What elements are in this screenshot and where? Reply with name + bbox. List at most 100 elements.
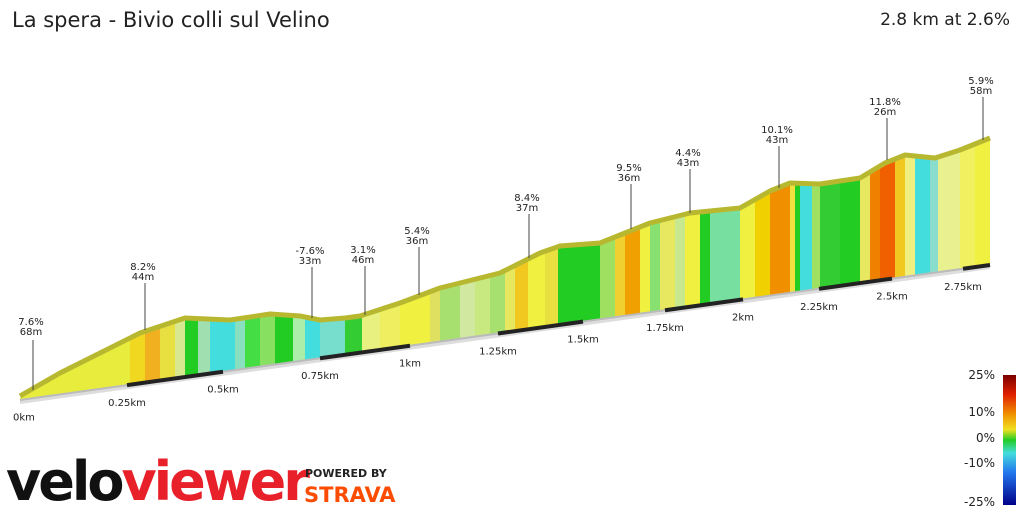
annotation-length: 36m (618, 173, 640, 184)
logo-velo: velo (6, 450, 122, 512)
gradient-strip (130, 140, 146, 400)
annotation-length: 36m (406, 236, 428, 247)
distance-label: 1.25km (479, 346, 517, 357)
annotation-grade: 3.1% (350, 245, 375, 256)
annotation-length: 46m (352, 255, 374, 266)
gradient-strip (460, 140, 476, 400)
gradient-strip (380, 140, 401, 400)
gradient-strip (795, 140, 801, 400)
annotation-grade: 4.4% (675, 148, 700, 159)
gradient-strip (475, 140, 491, 400)
gradient-strip (905, 140, 916, 400)
legend-label: -25% (964, 495, 995, 509)
gradient-strip (840, 140, 861, 400)
logo: veloviewer (6, 450, 310, 512)
gradient-strip (600, 140, 616, 400)
annotation-length: 58m (970, 86, 992, 97)
gradient-strip (20, 140, 131, 400)
gradient-strip (812, 140, 821, 400)
distance-label: 2.25km (800, 302, 838, 313)
gradient-strip (625, 140, 641, 400)
annotation-grade: 11.8% (869, 97, 901, 108)
distance-bar (497, 319, 584, 336)
gradient-strip (800, 140, 813, 400)
gradient-strip (490, 140, 506, 400)
labels: 0km 0.25km 0.5km 0.75km 1km 1.25km 1.5km 1.75km… (13, 76, 995, 509)
gradient-strip (175, 140, 186, 400)
gradient-strip (880, 140, 896, 400)
gradient-strip (545, 140, 559, 400)
distance-label: 2.75km (944, 282, 982, 293)
elevation-profile (18, 135, 991, 404)
distance-label: 2km (732, 312, 754, 323)
gradient-strip (260, 140, 276, 400)
legend-label: 0% (976, 431, 995, 445)
gradient-strip (145, 140, 161, 400)
gradient-strips (20, 140, 990, 400)
distance-label: 1km (399, 359, 421, 370)
legend-label: 25% (968, 368, 995, 382)
annotation-grade: 5.9% (968, 76, 993, 87)
gradient-strip (930, 140, 939, 400)
distance-label: 2.5km (876, 292, 907, 303)
gradient-strip (710, 140, 741, 400)
annotation-grade: 8.4% (514, 193, 539, 204)
gradient-strip (185, 140, 199, 400)
distance-label: 0.75km (301, 371, 339, 382)
annotation-grade: 8.2% (130, 262, 155, 273)
distance-bar (962, 263, 991, 271)
distance-label: 0.5km (207, 385, 238, 396)
annotation-length: 26m (874, 107, 896, 118)
annotation-length: 37m (516, 203, 538, 214)
gradient-strip (400, 140, 431, 400)
annotation-grade: 10.1% (761, 125, 793, 136)
distance-label: 1.75km (646, 323, 684, 334)
gradient-strip (790, 140, 796, 400)
distance-label: 0.25km (108, 398, 146, 409)
legend-label: -10% (964, 456, 995, 470)
annotation-grade: 5.4% (404, 226, 429, 237)
gradient-strip (650, 140, 661, 400)
summary: 2.8 km at 2.6% (880, 10, 1010, 30)
top-surface (18, 135, 991, 399)
gradient-strip (640, 140, 651, 400)
gradient-strip (870, 140, 881, 400)
logo-viewer: viewer (121, 450, 310, 512)
annotation-grade: 7.6% (18, 317, 43, 328)
distance-label: 1.5km (567, 335, 598, 346)
distance-bar (126, 369, 224, 388)
gradient-strip (860, 140, 871, 400)
gradient-strip (660, 140, 676, 400)
gradient-strip (675, 140, 686, 400)
gradient-strip (915, 140, 931, 400)
legend-label: 10% (968, 405, 995, 419)
gradient-strip (440, 140, 461, 400)
gradient-strip (820, 140, 841, 400)
gradient-strip (505, 140, 516, 400)
annotation-grade: 9.5% (616, 163, 641, 174)
legend-gradient (1003, 375, 1016, 505)
gradient-strip (755, 140, 771, 400)
gradient-strip (700, 140, 711, 400)
distance-label: 0km (13, 413, 35, 424)
gradient-strip (770, 140, 791, 400)
distance-bar (664, 297, 744, 313)
powered-by: POWERED BY (305, 467, 388, 480)
gradient-strip (938, 140, 961, 400)
strava: STRAVA (304, 483, 396, 507)
title: La spera - Bivio colli sul Velino (12, 8, 330, 32)
distance-bar (818, 276, 893, 291)
gradient-strip (558, 140, 601, 400)
gradient-strip (740, 140, 756, 400)
annotation-length: 43m (766, 135, 788, 146)
distance-bar (319, 343, 411, 361)
annotation-length: 44m (132, 272, 154, 283)
gradient-strip (430, 140, 441, 400)
gradient-strip (275, 140, 294, 400)
annotation-length: 68m (20, 327, 42, 338)
annotation-length: 33m (299, 256, 321, 267)
annotation-grade: -7.6% (295, 246, 324, 257)
gradient-strip (615, 140, 626, 400)
gradient-strip (160, 140, 176, 400)
